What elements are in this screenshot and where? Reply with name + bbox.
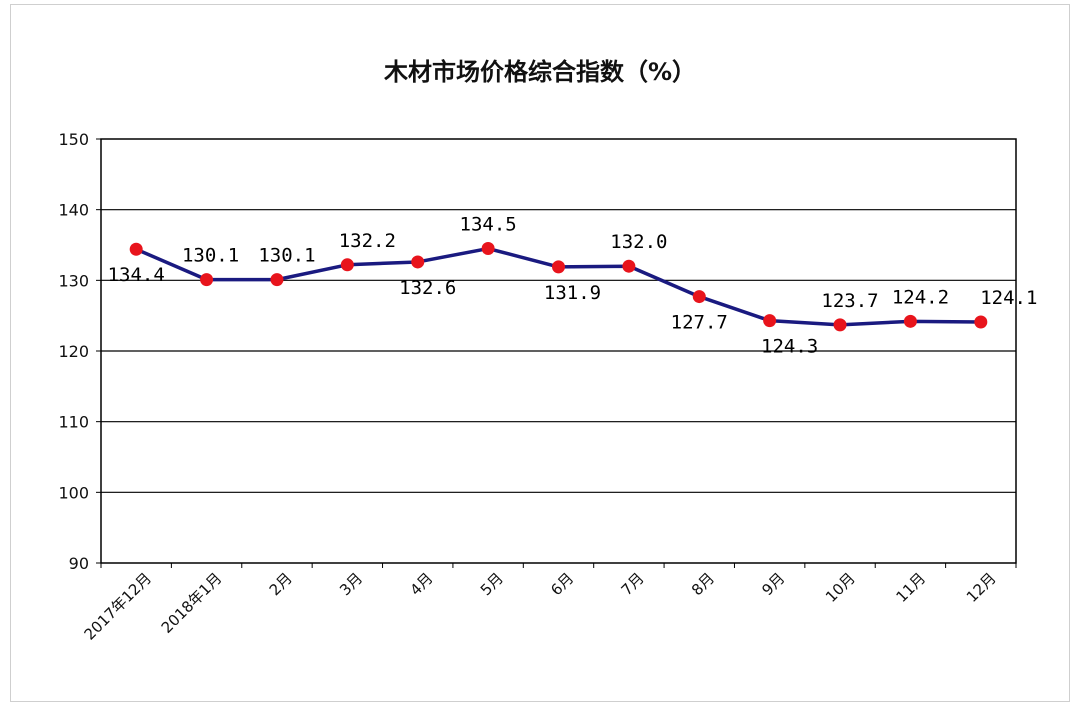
x-tick-label: 2月 (266, 569, 296, 599)
x-tick-label: 8月 (688, 569, 718, 599)
data-point (340, 258, 354, 272)
series-group (129, 242, 988, 332)
data-label: 123.7 (821, 290, 878, 312)
y-tick-label: 140 (58, 201, 89, 220)
data-label: 132.2 (339, 230, 396, 252)
data-point (692, 290, 706, 304)
x-axis-ticks: 2017年12月 2018年1月 2月 3月 4月 5月 6月 7月 8月 9月 10月 11月 12月 (81, 563, 1017, 644)
data-point (622, 259, 636, 273)
y-tick-label: 90 (69, 554, 89, 573)
x-tick-label: 4月 (406, 569, 436, 599)
data-label: 124.3 (761, 336, 818, 358)
data-label: 131.9 (544, 282, 601, 304)
data-point (552, 260, 565, 274)
x-tick-label: 9月 (758, 569, 788, 599)
x-tick-label: 10月 (822, 569, 859, 606)
data-point (763, 314, 777, 328)
y-tick-label: 130 (58, 271, 89, 290)
x-tick-label: 6月 (547, 569, 577, 599)
data-label: 132.6 (399, 277, 456, 299)
data-label: 130.1 (182, 245, 239, 267)
data-label: 134.5 (460, 214, 517, 236)
y-tick-label: 110 (58, 413, 89, 432)
data-point (411, 255, 425, 269)
x-tick-label: 7月 (618, 569, 648, 599)
data-point (129, 242, 143, 256)
y-tick-label: 120 (58, 342, 89, 361)
data-labels: 134.4 130.1 130.1 132.2 132.6 134.5 131.9 132.0… (108, 214, 1038, 358)
data-point (903, 314, 917, 328)
x-tick-label: 12月 (963, 569, 1000, 606)
data-label: 124.2 (892, 286, 949, 308)
y-tick-label: 100 (58, 483, 89, 502)
x-tick-label: 2017年12月 (81, 569, 155, 643)
chart-title: 木材市场价格综合指数（%） (383, 58, 696, 86)
y-axis-ticks: 90 100 110 120 130 140 150 (58, 130, 101, 573)
y-tick-label: 150 (58, 130, 89, 149)
data-point (200, 273, 214, 287)
x-tick-label: 5月 (477, 569, 507, 599)
data-label: 124.1 (980, 287, 1037, 309)
data-point (270, 273, 284, 287)
data-label: 132.0 (610, 231, 667, 253)
data-label: 127.7 (671, 312, 728, 334)
data-point (481, 242, 495, 256)
x-tick-label: 2018年1月 (158, 569, 226, 637)
x-tick-label: 3月 (336, 569, 366, 599)
data-label: 134.4 (108, 264, 165, 286)
data-label: 130.1 (258, 245, 315, 267)
x-tick-label: 11月 (892, 569, 929, 606)
data-point (974, 315, 988, 329)
data-point (833, 318, 847, 332)
